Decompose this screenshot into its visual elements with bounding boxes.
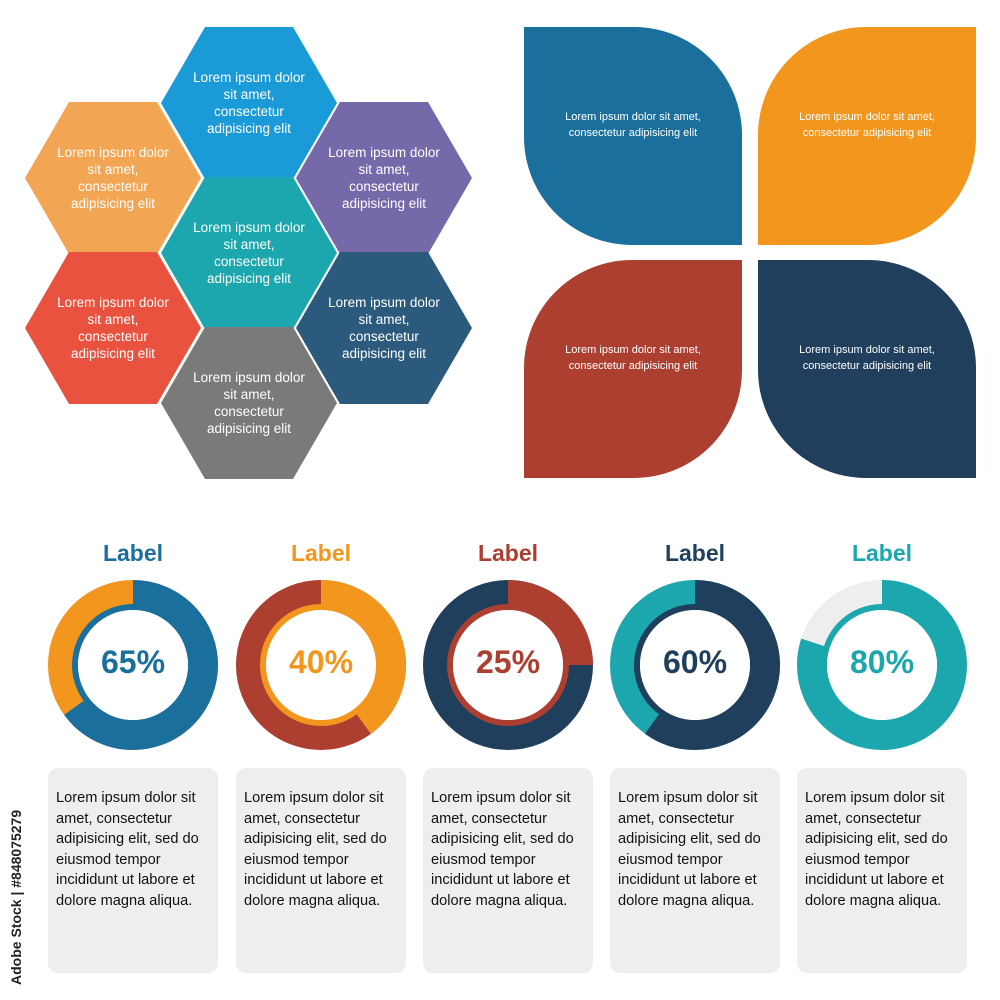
- ring-percent: 65%: [100, 644, 166, 680]
- hexagon-text: Lorem ipsum dolor sit amet, consectetur …: [193, 70, 305, 136]
- petal-text: Lorem ipsum dolor sit amet, consectetur …: [565, 111, 701, 139]
- donut-chart: [423, 580, 593, 750]
- petal-text: Lorem ipsum dolor sit amet, consectetur …: [565, 344, 701, 372]
- card-text: Lorem ipsum dolor sit amet, consectetur …: [431, 790, 574, 909]
- ring-inner-line: [72, 604, 194, 726]
- petal-text: Lorem ipsum dolor sit amet, consectetur …: [799, 111, 935, 139]
- ring-percent: 25%: [475, 644, 541, 680]
- ring-inner-line: [447, 604, 569, 726]
- ring-percent: 80%: [849, 644, 915, 680]
- description-card: Lorem ipsum dolor sit amet, consectetur …: [797, 768, 967, 973]
- ring-value-arc: [423, 580, 593, 750]
- hexagon-text: Lorem ipsum dolor sit amet, consectetur …: [328, 295, 440, 361]
- petal-top-left: Lorem ipsum dolor sit amet, consectetur …: [524, 27, 742, 245]
- ring-value-arc: [48, 580, 218, 750]
- hexagon-text: Lorem ipsum dolor sit amet, consectetur …: [193, 220, 305, 286]
- description-card: Lorem ipsum dolor sit amet, consectetur …: [48, 768, 218, 973]
- ring-center: [640, 610, 750, 720]
- petal-bottom-right: Lorem ipsum dolor sit amet, consectetur …: [758, 260, 976, 478]
- ring-value-arc: [236, 580, 406, 750]
- hexagon-text: Lorem ipsum dolor sit amet, consectetur …: [57, 145, 169, 211]
- petal-top-right: Lorem ipsum dolor sit amet, consectetur …: [758, 27, 976, 245]
- ring-label: Label: [851, 540, 913, 566]
- ring-value-arc: [610, 580, 780, 750]
- card-text: Lorem ipsum dolor sit amet, consectetur …: [56, 790, 199, 909]
- description-card: Lorem ipsum dolor sit amet, consectetur …: [236, 768, 406, 973]
- ring-label: Label: [290, 540, 352, 566]
- honeycomb-diagram: Lorem ipsum dolor sit amet, consectetur …: [0, 0, 500, 500]
- hexagon-lower-left: Lorem ipsum dolor sit amet, consectetur …: [25, 252, 201, 404]
- hexagon-bottom: Lorem ipsum dolor sit amet, consectetur …: [161, 327, 337, 479]
- ring-center: [453, 610, 563, 720]
- hexagon-upper-right: Lorem ipsum dolor sit amet, consectetur …: [296, 102, 472, 254]
- ring-label: Label: [102, 540, 164, 566]
- ring-percent: 40%: [288, 644, 354, 680]
- ring-label: Label: [477, 540, 539, 566]
- petal-bottom-left: Lorem ipsum dolor sit amet, consectetur …: [524, 260, 742, 478]
- hexagon-lower-right: Lorem ipsum dolor sit amet, consectetur …: [296, 252, 472, 404]
- card-text: Lorem ipsum dolor sit amet, consectetur …: [244, 790, 387, 909]
- ring-inner-line: [821, 604, 943, 726]
- hexagon-text: Lorem ipsum dolor sit amet, consectetur …: [328, 145, 440, 211]
- hexagon-text: Lorem ipsum dolor sit amet, consectetur …: [193, 370, 305, 436]
- card-text: Lorem ipsum dolor sit amet, consectetur …: [805, 790, 948, 909]
- ring-label: Label: [664, 540, 726, 566]
- ring-center: [266, 610, 376, 720]
- ring-center: [78, 610, 188, 720]
- donut-chart: [48, 580, 218, 750]
- donut-chart: [610, 580, 780, 750]
- card-text: Lorem ipsum dolor sit amet, consectetur …: [618, 790, 761, 909]
- stock-watermark: Adobe Stock | #848075279: [8, 809, 24, 985]
- petal-text: Lorem ipsum dolor sit amet, consectetur …: [799, 344, 935, 372]
- ring-center: [827, 610, 937, 720]
- ring-inner-line: [634, 604, 756, 726]
- ring-value-arc: [797, 580, 967, 750]
- donut-chart: [236, 580, 406, 750]
- description-card: Lorem ipsum dolor sit amet, consectetur …: [423, 768, 593, 973]
- ring-inner-line: [260, 604, 382, 726]
- donut-chart: [797, 580, 967, 750]
- description-card: Lorem ipsum dolor sit amet, consectetur …: [610, 768, 780, 973]
- hexagon-text: Lorem ipsum dolor sit amet, consectetur …: [57, 295, 169, 361]
- ring-percent: 60%: [662, 644, 728, 680]
